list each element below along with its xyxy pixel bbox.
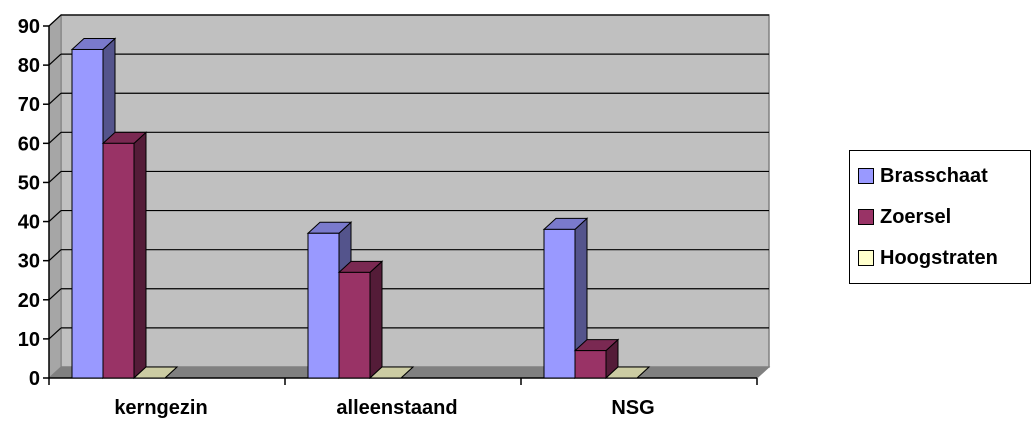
x-category-label: alleenstaand bbox=[336, 397, 457, 419]
y-tick-label: 20 bbox=[18, 290, 40, 312]
legend-swatch-hoogstraten bbox=[858, 250, 874, 266]
bar-hoogstraten-alleenstaand bbox=[368, 366, 415, 379]
y-tick-label: 0 bbox=[29, 368, 40, 390]
bar-brasschaat-nsg bbox=[542, 217, 589, 380]
bar-hoogstraten-nsg bbox=[604, 366, 651, 379]
y-tick-label: 70 bbox=[18, 94, 40, 116]
bar-hoogstraten-kerngezin bbox=[132, 366, 179, 379]
y-tick-label: 50 bbox=[18, 172, 40, 194]
gridline-side bbox=[48, 327, 62, 340]
legend-swatch-brasschaat bbox=[858, 168, 874, 184]
y-tick-label: 10 bbox=[18, 329, 40, 351]
legend-item-brasschaat: Brasschaat bbox=[858, 164, 988, 188]
legend-label-brasschaat: Brasschaat bbox=[880, 164, 988, 187]
gridline-side bbox=[48, 131, 62, 144]
y-tick-label: 40 bbox=[18, 212, 40, 234]
plot-back-wall bbox=[60, 14, 770, 368]
y-tick-label: 30 bbox=[18, 251, 40, 273]
gridline-side bbox=[48, 171, 62, 183]
plot-area bbox=[47, 13, 771, 380]
legend-swatch-zoersel bbox=[858, 209, 874, 225]
plot-side-wall bbox=[48, 13, 62, 380]
gridline-side bbox=[48, 92, 62, 105]
gridline-side bbox=[48, 249, 62, 262]
y-tick-label: 60 bbox=[18, 133, 40, 155]
gridline-side bbox=[48, 210, 62, 222]
bar-zoersel-alleenstaand bbox=[337, 260, 384, 380]
gridline-side bbox=[48, 53, 62, 66]
y-tick-label: 80 bbox=[18, 55, 40, 77]
x-category-label: kerngezin bbox=[114, 397, 207, 419]
gridline-side bbox=[48, 14, 62, 27]
x-axis-category-labels: kerngezin alleenstaand NSG bbox=[48, 378, 758, 419]
x-category-label: NSG bbox=[611, 397, 654, 419]
gridline-side bbox=[48, 288, 62, 301]
y-tick-label: 90 bbox=[18, 16, 40, 38]
legend: Brasschaat Zoersel Hoogstraten bbox=[849, 150, 1031, 284]
legend-label-zoersel: Zoersel bbox=[880, 205, 952, 228]
bars bbox=[70, 37, 651, 380]
legend-item-zoersel: Zoersel bbox=[858, 205, 951, 229]
y-axis-tick-labels: 0 10 20 30 40 50 60 70 80 90 bbox=[18, 16, 49, 390]
axes bbox=[48, 26, 757, 379]
bar-zoersel-nsg bbox=[573, 338, 620, 380]
legend-label-hoogstraten: Hoogstraten bbox=[880, 246, 998, 269]
legend-item-hoogstraten: Hoogstraten bbox=[858, 246, 998, 270]
gridlines bbox=[48, 14, 769, 340]
bar-zoersel-kerngezin bbox=[101, 131, 148, 380]
